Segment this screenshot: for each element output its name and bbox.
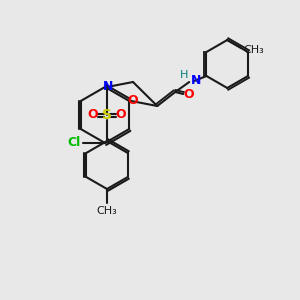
Text: Cl: Cl	[68, 136, 81, 149]
Text: O: O	[183, 88, 194, 100]
Text: O: O	[127, 94, 138, 106]
Text: CH₃: CH₃	[97, 206, 117, 216]
Text: H: H	[180, 70, 188, 80]
Text: N: N	[191, 74, 202, 88]
Text: CH₃: CH₃	[243, 45, 264, 55]
Text: O: O	[88, 109, 98, 122]
Text: S: S	[102, 108, 112, 122]
Text: N: N	[103, 80, 113, 94]
Text: O: O	[116, 109, 126, 122]
